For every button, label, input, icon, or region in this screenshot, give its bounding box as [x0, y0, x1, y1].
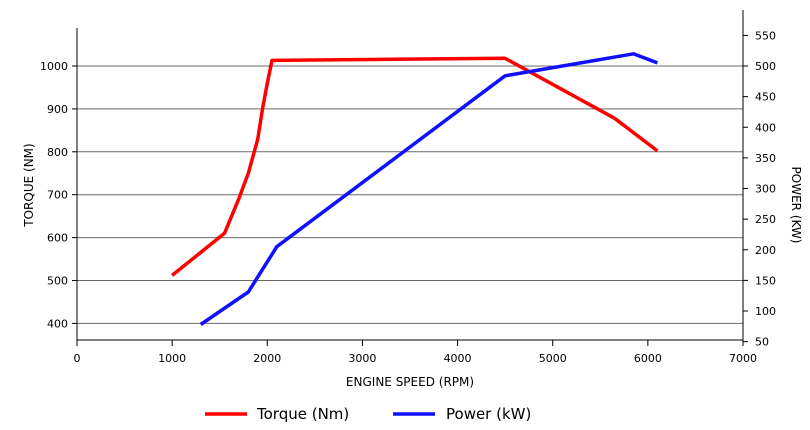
legend-label-torque: Torque (Nm)	[256, 405, 349, 423]
y-left-tick-label-400: 400	[47, 317, 68, 330]
y-left-tick-label-1000: 1000	[40, 60, 68, 73]
y-right-tick-label-500: 500	[755, 60, 776, 73]
y-left-tick-label-700: 700	[47, 189, 68, 202]
x-tick-label-1000: 1000	[158, 352, 186, 365]
legend: Torque (Nm) Power (kW)	[205, 405, 531, 423]
grid-layer	[77, 65, 743, 324]
x-tick-label-7000: 7000	[729, 352, 757, 365]
x-tick-label-6000: 6000	[634, 352, 662, 365]
y-right-tick-label-300: 300	[755, 183, 776, 196]
x-tick-label-3000: 3000	[348, 352, 376, 365]
y-right-tick-label-350: 350	[755, 152, 776, 165]
y-left-tick-label-800: 800	[47, 146, 68, 159]
y-right-tick-label-150: 150	[755, 274, 776, 287]
series-layer	[171, 52, 659, 326]
y-right-tick-label-200: 200	[755, 244, 776, 257]
y-right-tick-label-50: 50	[755, 336, 769, 349]
y-axis-right-label: POWER (KW)	[789, 167, 803, 244]
y-right-tick-label-100: 100	[755, 305, 776, 318]
x-axis-label: ENGINE SPEED (RPM)	[346, 375, 474, 389]
x-tick-label-5000: 5000	[539, 352, 567, 365]
y-left-tick-label-900: 900	[47, 103, 68, 116]
series-line-power	[199, 52, 659, 326]
x-tick-label-0: 0	[74, 352, 81, 365]
y-right-tick-label-450: 450	[755, 91, 776, 104]
y-right-tick-label-400: 400	[755, 121, 776, 134]
series-line-torque	[171, 56, 659, 277]
y-right-tick-label-250: 250	[755, 213, 776, 226]
y-right-tick-label-550: 550	[755, 29, 776, 42]
axes-layer: 0 1000 2000 3000 4000 5000 6000 7000 400 500 600 70…	[40, 10, 776, 365]
y-left-tick-label-500: 500	[47, 275, 68, 288]
x-tick-label-2000: 2000	[253, 352, 281, 365]
y-left-tick-label-600: 600	[47, 232, 68, 245]
x-tick-label-4000: 4000	[444, 352, 472, 365]
legend-label-power: Power (kW)	[446, 405, 531, 423]
y-axis-left-label: TORQUE (NM)	[22, 143, 36, 227]
